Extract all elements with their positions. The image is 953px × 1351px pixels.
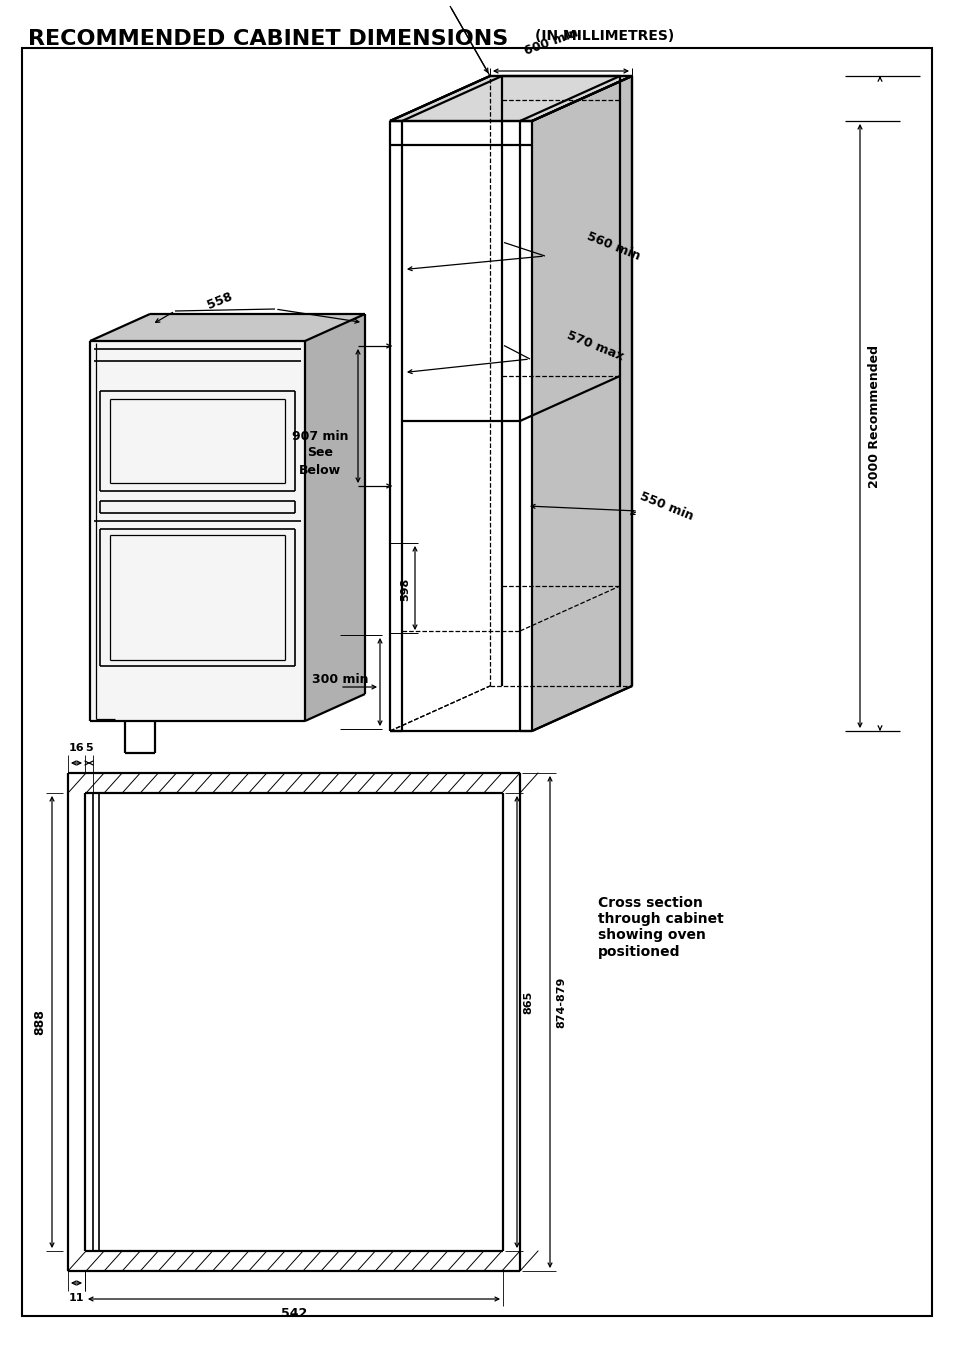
Text: 874-879: 874-879 [556,977,565,1028]
Text: 5: 5 [85,743,92,753]
Text: 560 min: 560 min [584,230,641,262]
Text: 11: 11 [69,1293,84,1302]
Text: 888: 888 [33,1009,47,1035]
Bar [90,340,305,721]
Text: 907 min: 907 min [292,430,348,443]
Text: 2000 Recommended: 2000 Recommended [867,345,881,488]
Text: 570 max: 570 max [564,328,625,363]
Polygon shape [390,76,631,122]
Text: Below: Below [298,463,341,477]
Polygon shape [90,313,365,340]
Text: Cross section
through cabinet
showing oven
positioned: Cross section through cabinet showing ov… [598,896,723,959]
Text: 865: 865 [522,990,533,1013]
Polygon shape [532,76,631,731]
Text: See: See [307,446,333,459]
Text: 558: 558 [205,290,234,312]
Text: 16: 16 [69,743,84,753]
Text: 300 min: 300 min [312,673,368,686]
Text: 542: 542 [280,1306,307,1320]
Text: 598: 598 [399,577,410,601]
Text: (IN MILLIMETRES): (IN MILLIMETRES) [535,28,674,43]
Text: 550 min: 550 min [638,489,695,523]
Text: 600 min: 600 min [521,27,579,58]
Text: RECOMMENDED CABINET DIMENSIONS: RECOMMENDED CABINET DIMENSIONS [28,28,508,49]
Polygon shape [305,313,365,721]
